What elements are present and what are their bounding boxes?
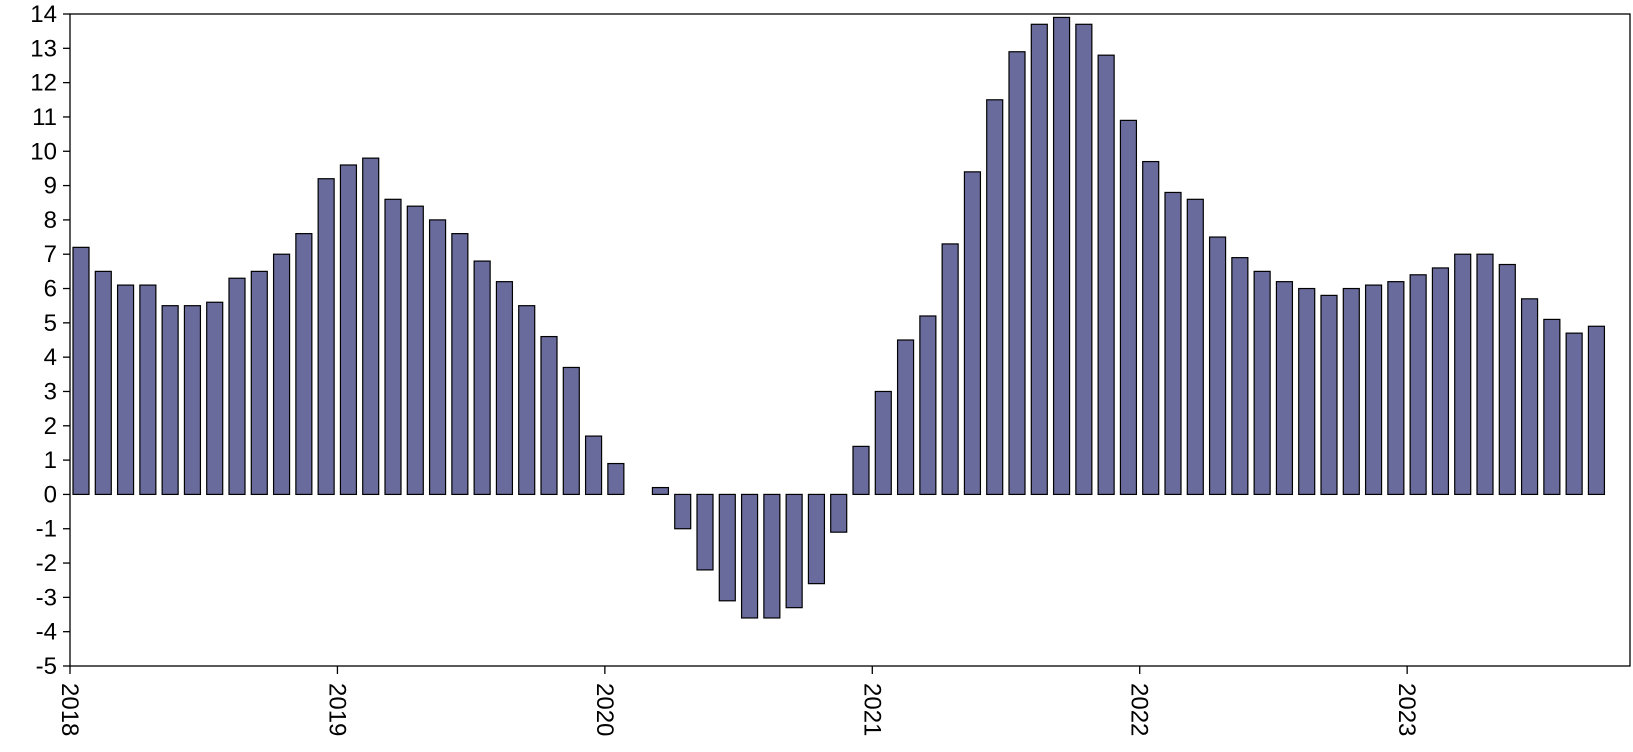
bar-2022-02 [1164, 191, 1182, 496]
bar-2022-08 [1298, 287, 1316, 496]
bar-2018-11 [295, 233, 313, 496]
bar-2019-11 [562, 366, 580, 496]
bar-2022-03 [1186, 198, 1204, 496]
y-tick-label: 13 [30, 35, 57, 62]
bars [72, 16, 1606, 619]
bar-2018-03 [116, 284, 135, 496]
bar-2019-10 [540, 335, 558, 496]
y-tick-label: 4 [44, 344, 57, 371]
bar-2021-05 [963, 171, 982, 496]
x-tick-label: 2022 [1126, 683, 1153, 736]
bar-2023-08 [1565, 332, 1583, 496]
bar-2019-02 [362, 157, 380, 496]
bar-2019-03 [384, 198, 402, 496]
bar-2020-03 [651, 486, 670, 496]
bar-2023-03 [1454, 253, 1472, 496]
bar-2019-05 [428, 219, 447, 496]
y-tick-label: -2 [36, 550, 57, 577]
y-tick-label: 9 [44, 173, 57, 200]
bar-2023-07 [1543, 318, 1561, 496]
bar-2023-01 [1409, 274, 1427, 496]
bar-2018-02 [94, 270, 112, 496]
y-tick-label: 12 [30, 70, 57, 97]
bar-2020-08 [763, 493, 781, 619]
x-tick-label: 2021 [858, 683, 885, 736]
bar-2021-09 [1052, 16, 1071, 496]
bar-2020-06 [718, 493, 736, 602]
y-tick-label: 1 [44, 447, 57, 474]
bar-2018-04 [139, 284, 157, 496]
y-tick-label: 10 [30, 138, 57, 165]
bar-2022-06 [1253, 270, 1271, 496]
bar-2022-07 [1275, 281, 1294, 496]
bar-2022-01 [1142, 160, 1160, 496]
bar-2018-12 [317, 178, 335, 496]
bar-2023-06 [1520, 298, 1539, 496]
bar-2018-06 [183, 305, 202, 496]
y-tick-label: 3 [44, 378, 57, 405]
bar-2019-12 [584, 435, 603, 496]
bar-2022-12 [1387, 281, 1405, 496]
y-tick-label: 0 [44, 481, 57, 508]
bar-2020-04 [674, 493, 692, 530]
y-tick-label: 11 [32, 104, 57, 131]
bar-2020-10 [807, 493, 826, 585]
bar-2021-12 [1119, 119, 1138, 496]
bar-2023-04 [1476, 253, 1494, 496]
bar-2020-07 [740, 493, 759, 619]
bar-2021-02 [896, 339, 915, 496]
bar-2018-07 [206, 301, 224, 496]
bar-2019-01 [339, 164, 358, 496]
bar-2019-04 [406, 205, 424, 496]
bar-2021-07 [1008, 51, 1026, 496]
bar-2018-10 [272, 253, 291, 496]
bar-2021-06 [986, 99, 1004, 496]
y-tick-label: 6 [44, 276, 57, 303]
x-tick-label: 2018 [56, 683, 83, 736]
y-tick-label: -5 [36, 653, 57, 680]
bar-2023-05 [1498, 263, 1516, 496]
bar-2022-10 [1342, 287, 1360, 496]
y-tick-label: 5 [44, 310, 57, 337]
y-tick-label: 14 [30, 1, 57, 28]
y-tick-label: -3 [36, 584, 57, 611]
bar-2020-12 [852, 445, 870, 496]
bar-2022-04 [1208, 236, 1227, 496]
y-tick-label: -4 [36, 619, 57, 646]
bar-2018-09 [250, 270, 268, 496]
y-tick-label: 8 [44, 207, 57, 234]
x-tick-label: 2019 [323, 683, 350, 736]
bar-2020-01 [607, 462, 625, 496]
bar-2022-09 [1320, 294, 1338, 496]
bar-2018-08 [228, 277, 246, 496]
bar-2021-03 [919, 315, 937, 496]
bar-2020-11 [830, 493, 848, 533]
bar-2023-02 [1431, 267, 1450, 496]
bar-2019-09 [518, 305, 536, 496]
x-tick-label: 2020 [591, 683, 618, 736]
x-axis: 2018 2019 2020 2021 2022 2023 [56, 666, 1420, 736]
bar-2021-01 [874, 390, 892, 496]
bar-2021-10 [1075, 23, 1093, 496]
bar-2019-08 [495, 281, 514, 496]
bar-2020-05 [696, 493, 714, 571]
bar-2021-04 [941, 243, 959, 496]
bar-2018-01 [72, 246, 90, 496]
bar-2018-05 [161, 305, 179, 496]
bar-2021-08 [1030, 23, 1048, 496]
bar-2020-09 [785, 493, 803, 609]
plot-frame [69, 13, 1631, 667]
y-tick-label: -1 [36, 516, 57, 543]
bar-2019-07 [473, 260, 491, 496]
y-tick-label: 2 [44, 413, 57, 440]
bar-2021-11 [1097, 54, 1115, 496]
bar-2023-09 [1587, 325, 1606, 496]
y-tick-label: 7 [44, 241, 57, 268]
bar-2022-05 [1231, 257, 1249, 496]
bar-2022-11 [1364, 284, 1383, 496]
bar-2019-06 [451, 233, 469, 496]
x-tick-label: 2023 [1393, 683, 1420, 736]
